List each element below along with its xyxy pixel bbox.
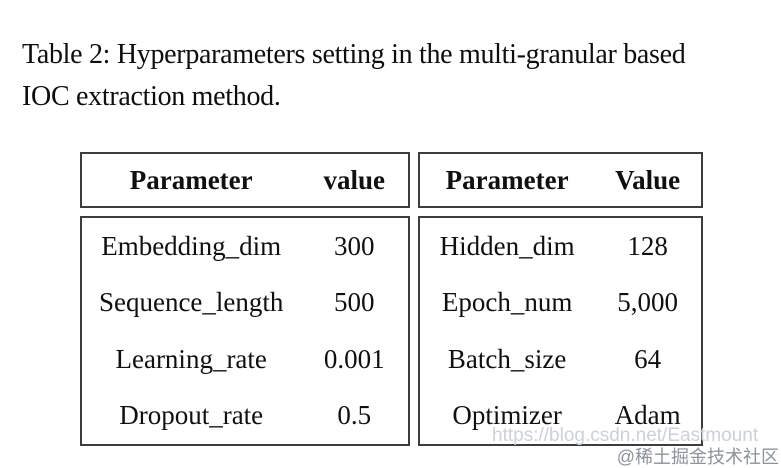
header-row-right: Parameter Value [420, 154, 701, 206]
table-row: Dropout_rate 0.5 [82, 388, 408, 445]
header-parameter-left: Parameter [129, 164, 253, 195]
header-value-left: value [323, 164, 385, 195]
param-cell: Dropout_rate [119, 400, 264, 431]
table-body-left: Embedding_dim 300 Sequence_length 500 Le… [80, 216, 410, 446]
param-cell: Learning_rate [115, 343, 267, 374]
value-cell: 128 [627, 230, 668, 261]
header-value-right: Value [615, 164, 681, 195]
table-row: Hidden_dim 128 [420, 218, 701, 275]
param-cell: Batch_size [447, 343, 567, 374]
watermark-community: @稀土掘金技术社区 [616, 447, 779, 467]
param-cell: Embedding_dim [101, 230, 282, 261]
table-row: Epoch_num 5,000 [420, 275, 701, 332]
param-cell: Optimizer [452, 400, 562, 431]
table-body-right: Hidden_dim 128 Epoch_num 5,000 Batch_siz… [418, 216, 703, 446]
table-row: Learning_rate 0.001 [82, 331, 408, 388]
caption-line-1: Table 2: Hyperparameters setting in the … [22, 39, 686, 70]
table-header-left: Parameter value [80, 152, 410, 208]
value-cell: 0.5 [337, 400, 372, 431]
value-cell: 5,000 [617, 287, 678, 318]
value-cell: 64 [634, 343, 662, 374]
table-row: Batch_size 64 [420, 331, 701, 388]
table-row: Optimizer Adam [420, 388, 701, 445]
value-cell: 500 [333, 287, 375, 318]
value-cell: 300 [333, 230, 375, 261]
value-cell: Adam [614, 400, 681, 431]
param-cell: Epoch_num [441, 287, 573, 318]
table-row: Embedding_dim 300 [82, 218, 408, 275]
table-header-right: Parameter Value [418, 152, 703, 208]
param-cell: Hidden_dim [439, 230, 575, 261]
hyperparameters-table: Parameter value Parameter Value Embeddin… [80, 152, 703, 446]
header-row-left: Parameter value [82, 154, 408, 206]
table-row: Sequence_length 500 [82, 275, 408, 332]
watermark-url: https://blog.csdn.net/Eastmount [492, 425, 759, 446]
caption-line-2: IOC extraction method. [22, 81, 281, 112]
table-caption: Table 2: Hyperparameters setting in the … [22, 34, 772, 118]
param-cell: Sequence_length [98, 287, 284, 318]
value-cell: 0.001 [323, 343, 385, 374]
header-parameter-right: Parameter [445, 164, 569, 195]
